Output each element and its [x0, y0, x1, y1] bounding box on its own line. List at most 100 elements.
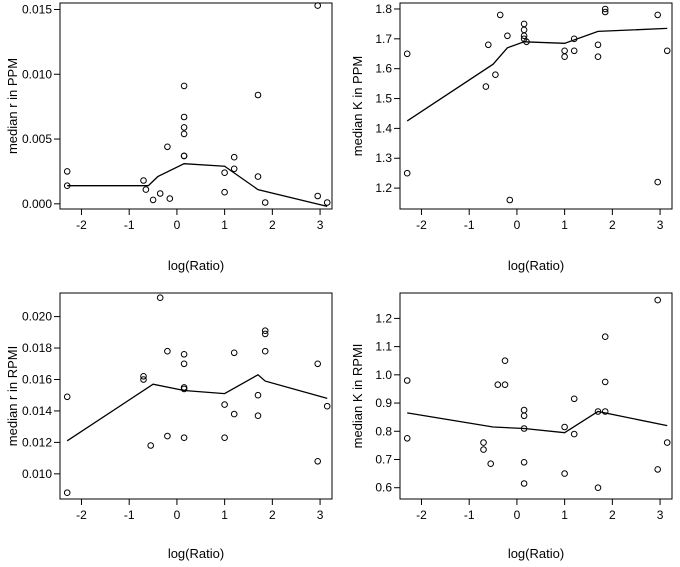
- data-point: [654, 178, 662, 186]
- data-point: [314, 2, 322, 9]
- y-tick-label: 0.8: [375, 424, 392, 438]
- y-tick-label: 0.012: [22, 435, 52, 449]
- data-point: [570, 430, 578, 438]
- data-point: [221, 188, 228, 196]
- x-tick-label: 1: [221, 508, 228, 522]
- y-tick-label: 1.4: [375, 121, 392, 135]
- y-tick-label: 1.1: [375, 340, 392, 354]
- data-point: [496, 11, 504, 19]
- data-point: [156, 190, 164, 197]
- x-tick-label: 0: [514, 218, 521, 232]
- data-point: [482, 83, 490, 90]
- data-point: [663, 47, 671, 55]
- data-marks: [63, 2, 331, 208]
- x-axis: -2 -1 0 1 2 3: [416, 209, 664, 232]
- trend-line: [67, 163, 328, 208]
- y-tick-label: 1.2: [375, 181, 392, 195]
- data-point: [523, 38, 530, 46]
- data-point: [520, 26, 528, 34]
- data-point: [149, 196, 157, 204]
- x-axis: -2 -1 0 1 2 3: [416, 499, 664, 522]
- y-tick-label: 0.010: [22, 67, 52, 81]
- data-point: [487, 460, 495, 468]
- data-point: [520, 459, 528, 466]
- data-point: [140, 373, 147, 380]
- data-point: [494, 381, 502, 389]
- x-tick-label: -2: [416, 508, 427, 522]
- y-tick-label: 0.9: [375, 396, 392, 410]
- data-point: [520, 406, 528, 414]
- y-tick-label: 1.3: [375, 151, 392, 165]
- data-point: [323, 402, 331, 410]
- y-tick-label: 1.5: [375, 92, 392, 106]
- y-axis: 0.000 0.005 0.010 0.015: [22, 2, 60, 211]
- data-point: [492, 71, 499, 78]
- data-point: [254, 91, 262, 99]
- trend-line: [407, 410, 668, 434]
- data-point: [570, 395, 578, 403]
- plot-box: [399, 2, 673, 210]
- x-tick-label: 1: [561, 508, 568, 522]
- data-point: [501, 357, 509, 365]
- data-point: [180, 124, 188, 131]
- data-point: [314, 458, 322, 465]
- y-axis: 0.6 0.7 0.8 0.9 1.0 1.1 1.2: [375, 311, 400, 495]
- data-point: [261, 330, 269, 338]
- data-point: [230, 349, 238, 357]
- y-tick-label: 0.018: [22, 341, 52, 355]
- data-point: [180, 113, 188, 121]
- panel-median-r-ppm: -2 -1 0 1 2 3 0.000 0.005 0.010 0.015 log(Ratio)…: [5, 2, 333, 273]
- data-point: [485, 41, 492, 49]
- data-point: [180, 152, 188, 160]
- x-tick-label: 2: [269, 218, 276, 232]
- data-point: [570, 35, 578, 43]
- data-point: [230, 165, 238, 173]
- data-point: [601, 378, 609, 386]
- y-tick-label: 1.2: [375, 311, 392, 325]
- data-point: [601, 5, 609, 13]
- data-point: [147, 442, 154, 449]
- trend-line: [406, 27, 668, 122]
- x-tick-label: 0: [514, 508, 521, 522]
- data-point: [180, 360, 188, 368]
- y-tick-label: 0.015: [22, 2, 52, 16]
- data-point: [230, 410, 238, 418]
- x-tick-label: -1: [124, 218, 135, 232]
- x-tick-label: -1: [464, 218, 475, 232]
- data-point: [520, 20, 528, 28]
- plot-box: [59, 2, 333, 210]
- data-point: [180, 434, 188, 442]
- data-point: [561, 470, 568, 477]
- panel-median-k-rpmi: -2 -1 0 1 2 3 0.6 0.7 0.8 0.9 1.0 1.1 1.2 log(Ratio…: [350, 292, 673, 561]
- data-point: [140, 177, 147, 184]
- y-axis-label: median K in RPMI: [350, 344, 365, 449]
- panel-median-r-rpmi: -2 -1 0 1 2 3 0.0100.0120.0140.0160.0180.020 …: [5, 292, 333, 561]
- x-tick-label: 0: [174, 218, 181, 232]
- data-point: [180, 351, 188, 358]
- data-point: [63, 182, 71, 189]
- y-tick-label: 0.014: [22, 404, 52, 418]
- data-point: [594, 484, 602, 492]
- data-point: [180, 82, 188, 90]
- data-point: [314, 360, 322, 368]
- plot-box: [399, 292, 673, 500]
- data-point: [654, 296, 662, 304]
- data-point: [221, 401, 228, 408]
- y-tick-label: 0.010: [22, 467, 52, 481]
- y-tick-label: 0.005: [22, 132, 52, 146]
- data-point: [501, 381, 509, 389]
- x-axis-label: log(Ratio): [168, 546, 224, 561]
- data-point: [180, 130, 188, 138]
- data-marks: [63, 294, 331, 497]
- y-axis-label: median K in PPM: [350, 56, 365, 156]
- data-point: [230, 153, 238, 161]
- x-tick-label: -1: [464, 508, 475, 522]
- data-point: [63, 168, 71, 175]
- x-tick-label: 0: [174, 508, 181, 522]
- data-point: [164, 347, 171, 355]
- data-point: [156, 294, 164, 302]
- trend-line: [66, 374, 328, 442]
- data-point: [221, 434, 228, 442]
- x-tick-label: 3: [657, 508, 664, 522]
- data-point: [63, 393, 71, 401]
